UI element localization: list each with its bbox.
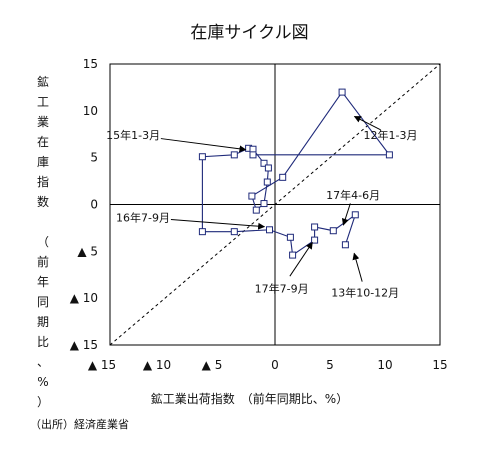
y-axis-label-char: 鉱 <box>36 75 49 89</box>
y-tick-label: 15 <box>83 57 98 71</box>
annotation-arrow <box>170 219 266 230</box>
y-axis-label-char: 年 <box>36 275 49 289</box>
y-axis-label-char: 前 <box>36 255 49 269</box>
data-point <box>311 223 319 231</box>
data-point <box>289 251 297 259</box>
chart-title: 在庫サイクル図 <box>190 23 309 43</box>
x-tick-label: 0 <box>271 358 279 372</box>
annotation-arrow <box>352 252 363 282</box>
annotation-arrow <box>341 203 351 226</box>
diagonal-45-line <box>109 63 441 346</box>
annotation-arrow <box>289 241 313 277</box>
y-axis-label-char: ） <box>36 395 49 409</box>
y-tick-label: ▲ 10 <box>70 291 98 305</box>
source-note: （出所）経済産業省 <box>30 418 129 431</box>
y-tick-label: ▲ 15 <box>70 338 98 352</box>
data-point <box>351 211 359 219</box>
x-tick-label: ▲ 5 <box>202 358 223 372</box>
data-point <box>341 241 349 249</box>
data-point <box>249 145 257 153</box>
y-tick-label: 10 <box>83 104 98 118</box>
y-axis-label-char: 庫 <box>36 155 49 169</box>
data-point <box>279 173 287 181</box>
data-point <box>338 88 346 96</box>
data-point <box>198 228 206 236</box>
data-point <box>286 233 294 241</box>
annotation-label: 17年4-6月 <box>326 188 380 202</box>
y-axis-label-char: 工 <box>36 95 49 109</box>
y-tick-label: ▲ 5 <box>77 244 98 258</box>
y-axis-label-char: 比 <box>36 335 49 349</box>
data-point <box>260 200 268 208</box>
data-point <box>249 151 257 159</box>
annotation-arrow <box>353 115 381 131</box>
y-axis-label-char: 数 <box>36 195 49 209</box>
annotation-label: 15年1-3月 <box>106 128 160 142</box>
y-axis-label-char: （ <box>36 235 49 249</box>
y-axis-label-char: 、 <box>36 355 49 369</box>
annotation-arrow <box>160 138 247 153</box>
y-axis-label-char: 同 <box>36 295 49 309</box>
x-tick-label: 5 <box>326 358 334 372</box>
data-point <box>260 159 268 167</box>
y-axis-label: 鉱工業在庫指数 （ 前年同期比、% ） <box>36 72 50 412</box>
data-point <box>198 153 206 161</box>
series-line <box>201 91 391 257</box>
y-axis-label-char: 在 <box>36 135 49 149</box>
x-tick-label: 15 <box>432 358 447 372</box>
y-axis-label-char: 期 <box>36 315 49 329</box>
data-point <box>329 227 337 235</box>
data-point <box>385 151 393 159</box>
annotation-label: 12年1-3月 <box>364 128 418 142</box>
annotation-label: 13年10-12月 <box>331 285 399 299</box>
data-point <box>263 178 271 186</box>
data-point <box>252 206 260 214</box>
x-tick-label: ▲ 10 <box>143 358 171 372</box>
annotation-label: 17年7-9月 <box>255 282 309 296</box>
annotation-label: 16年7-9月 <box>116 210 170 224</box>
x-axis-label: 鉱工業出荷指数 （前年同期比、%） <box>150 392 349 406</box>
x-tick-label: 10 <box>377 358 392 372</box>
data-point <box>230 151 238 159</box>
y-axis-label-char: 業 <box>36 115 49 129</box>
y-axis-label-char: % <box>37 375 49 389</box>
data-point <box>230 228 238 236</box>
x-tick-label: ▲ 15 <box>88 358 116 372</box>
data-point <box>248 192 256 200</box>
data-point <box>266 226 273 234</box>
data-point <box>311 236 319 244</box>
data-point <box>264 164 272 172</box>
y-axis-label-char: 指 <box>36 175 49 189</box>
y-tick-label: 0 <box>90 198 98 212</box>
y-tick-label: 5 <box>90 151 98 165</box>
